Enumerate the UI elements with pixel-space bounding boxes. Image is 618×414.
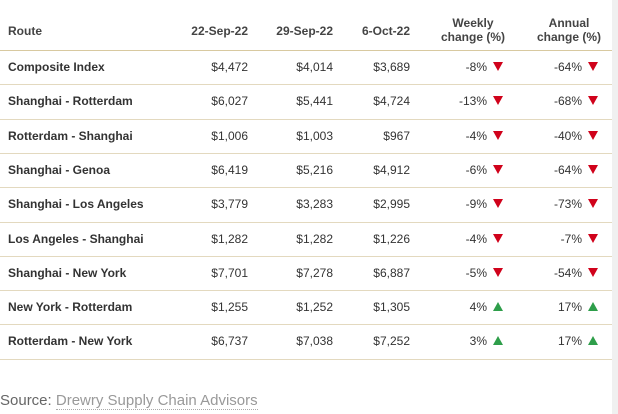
up-arrow — [588, 302, 598, 312]
value-cell: -54% — [553, 265, 582, 280]
row-rule — [0, 118, 612, 120]
value-cell: -64% — [553, 60, 582, 74]
value-cell: $3,283 — [296, 197, 333, 212]
down-arrow — [588, 164, 598, 174]
value-cell: $4,724 — [373, 94, 410, 109]
row-rule — [0, 358, 612, 360]
row-rule — [0, 290, 612, 292]
down-arrow — [588, 267, 598, 277]
route-cell: New York - Rotterdam — [8, 300, 133, 315]
value-cell: 4% — [469, 300, 487, 315]
value-cell: $5,441 — [296, 94, 333, 109]
value-cell: -7% — [560, 231, 582, 246]
value-cell: $6,419 — [211, 162, 248, 177]
down-arrow — [493, 130, 503, 140]
value-cell: $4,472 — [211, 60, 248, 74]
value-cell: $6,027 — [211, 94, 248, 109]
value-cell: -40% — [553, 128, 582, 143]
value-cell: $1,282 — [211, 231, 248, 246]
value-cell: $1,226 — [373, 231, 410, 246]
value-cell: $1,255 — [211, 300, 248, 315]
source-line: Source: Drewry Supply Chain Advisors — [0, 392, 258, 410]
route-cell: Shanghai - Rotterdam — [8, 94, 133, 109]
route-cell: Composite Index — [8, 60, 105, 74]
row-rule — [0, 221, 612, 223]
row-rule — [0, 255, 612, 257]
header-rule — [0, 50, 612, 51]
row-rule — [0, 187, 612, 189]
down-arrow — [588, 233, 598, 243]
row-rule — [0, 152, 612, 154]
header-cell: Annual change (%) — [536, 16, 601, 44]
value-cell: $7,701 — [211, 265, 248, 280]
value-cell: -73% — [553, 197, 582, 212]
value-cell: -68% — [553, 94, 582, 109]
source-label: Source: — [0, 392, 52, 409]
value-cell: $7,252 — [373, 334, 410, 349]
value-cell: $6,887 — [373, 265, 410, 280]
route-cell: Rotterdam - New York — [8, 334, 133, 349]
value-cell: -13% — [458, 94, 487, 109]
down-arrow — [588, 199, 598, 209]
value-cell: $1,282 — [296, 231, 333, 246]
value-cell: $4,912 — [373, 162, 410, 177]
route-cell: Shanghai - Genoa — [8, 162, 111, 177]
header-cell: 22-Sep-22 — [191, 24, 248, 38]
value-cell: 3% — [469, 334, 487, 349]
route-cell: Rotterdam - Shanghai — [8, 128, 133, 143]
down-arrow — [588, 62, 598, 71]
down-arrow — [493, 96, 503, 106]
value-cell: -4% — [465, 231, 487, 246]
value-cell: $6,737 — [211, 334, 248, 349]
down-arrow — [493, 62, 503, 71]
value-cell: $1,003 — [296, 128, 333, 143]
header-cell: Weekly change (%) — [440, 16, 505, 44]
row-rule — [0, 324, 612, 326]
up-arrow — [493, 336, 503, 346]
value-cell: $1,006 — [211, 128, 248, 143]
value-cell: -8% — [465, 60, 487, 74]
row-rule — [0, 84, 612, 86]
down-arrow — [588, 130, 598, 140]
scrollbar — [612, 0, 618, 414]
up-arrow — [493, 302, 503, 312]
down-arrow — [493, 267, 503, 277]
source-link[interactable]: Drewry Supply Chain Advisors — [55, 392, 258, 410]
down-arrow — [493, 233, 503, 243]
value-cell: 17% — [557, 334, 582, 349]
up-arrow — [588, 336, 598, 346]
value-cell: $1,252 — [296, 300, 333, 315]
value-cell: -4% — [465, 128, 487, 143]
value-cell: $967 — [383, 128, 410, 143]
header-cell: 6-Oct-22 — [361, 24, 410, 38]
value-cell: -9% — [465, 197, 487, 212]
route-cell: Shanghai - New York — [8, 265, 127, 280]
header-cell: Route — [8, 24, 42, 38]
route-cell: Shanghai - Los Angeles — [8, 197, 144, 212]
value-cell: $4,014 — [296, 60, 333, 74]
value-cell: 17% — [557, 300, 582, 315]
value-cell: -6% — [465, 162, 487, 177]
down-arrow — [493, 199, 503, 209]
header-cell: 29-Sep-22 — [276, 24, 333, 38]
value-cell: $7,038 — [296, 334, 333, 349]
freight-table: Route 22-Sep-22 29-Sep-22 6-Oct-22 Weekly ch… — [0, 16, 612, 360]
value-cell: $7,278 — [296, 265, 333, 280]
down-arrow — [588, 96, 598, 106]
value-cell: -5% — [465, 265, 487, 280]
value-cell: $3,779 — [211, 197, 248, 212]
route-cell: Los Angeles - Shanghai — [8, 231, 144, 246]
value-cell: $1,305 — [373, 300, 410, 315]
down-arrow — [493, 164, 503, 174]
value-cell: $3,689 — [373, 60, 410, 74]
value-cell: $5,216 — [296, 162, 333, 177]
value-cell: $2,995 — [373, 197, 410, 212]
value-cell: -64% — [553, 162, 582, 177]
